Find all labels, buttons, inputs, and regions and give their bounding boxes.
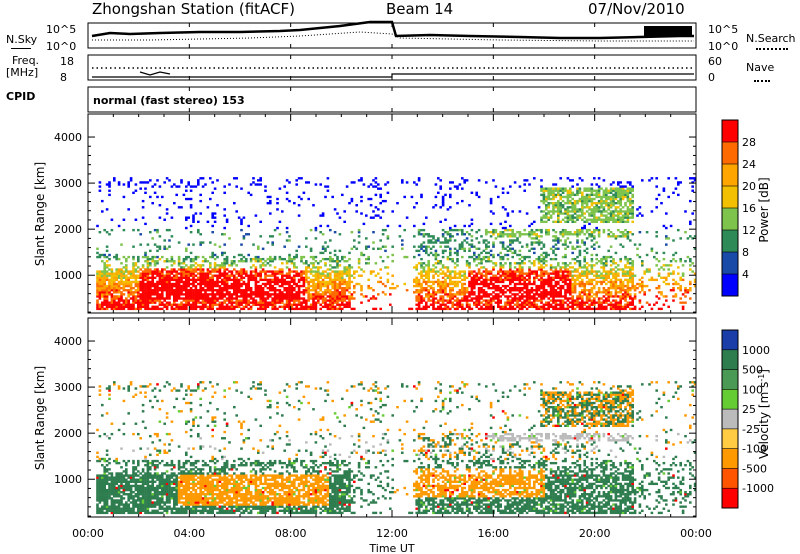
colorbar-tick-label: 100 [742,383,763,396]
y-tick-label: 1000 [54,269,82,282]
nsky-tick-top: 10^5 [46,23,77,36]
y-tick-label: 4000 [54,335,82,348]
cpid-value: normal (fast stereo) 153 [93,94,245,107]
colorbar-segment [722,164,738,187]
freq-tick-top: 18 [60,55,74,68]
nsearch-tick-bottom: 10^0 [708,40,739,53]
colorbar-tick-label: 4 [742,268,749,281]
colorbar-tick-label: -1000 [742,482,774,495]
colorbar-segment [722,389,738,410]
x-tick-label: 16:00 [477,527,509,540]
freq-tick-bottom: 8 [60,71,67,84]
colorbar-segment [722,186,738,209]
colorbar-segment [722,369,738,390]
beam-title: Beam 14 [386,0,454,18]
colorbar-segment [722,274,738,297]
y-tick-label: 3000 [54,177,82,190]
freq-unit-label: [MHz] [6,66,39,79]
colorbar-tick-label: 20 [742,180,756,193]
colorbar-segment [722,448,738,469]
nave-legend-line [754,80,770,82]
nsearch-trace [92,31,694,42]
colorbar-tick-label: 500 [742,364,763,377]
colorbar-tick-label: 25 [742,403,756,416]
colorbar-segment [722,330,738,351]
nsky-label: N.Sky [6,33,38,46]
colorbar-segment [722,208,738,231]
y-tick-label: 3000 [54,381,82,394]
colorbar-tick-label: 12 [742,224,756,237]
colorbar-segment [722,468,738,489]
colorbar-segment [722,120,738,143]
cpid-label: CPID [6,90,36,103]
freq-trace [92,73,694,78]
x-tick-label: 00:00 [680,527,712,540]
velocity-ylabel: Slant Range [km] [33,366,47,470]
power-ylabel: Slant Range [km] [33,162,47,266]
nsearch-legend-line [756,48,788,50]
colorbar-tick-label: 24 [742,158,756,171]
nsky-legend-line [11,48,31,49]
time-axis-label: Time UT [368,542,414,554]
colorbar-segment [722,409,738,430]
colorbar-segment [722,252,738,275]
velocity-heatmap-panel [87,317,697,518]
x-tick-label: 20:00 [579,527,611,540]
colorbar-segment [722,142,738,165]
colorbar-tick-label: 1000 [742,344,770,357]
y-tick-label: 1000 [54,473,82,486]
nsky-tick-bottom: 10^0 [46,40,77,53]
colorbar-tick-label: 8 [742,246,749,259]
colorbar-tick-label: 16 [742,202,756,215]
nsearch-tick-top: 10^5 [708,23,739,36]
colorbar-tick-label: -100 [742,443,767,456]
nave-tick-top: 60 [708,55,722,68]
nave-tick-bottom: 0 [708,71,715,84]
date-title: 07/Nov/2010 [588,0,685,18]
nsearch-label: N.Search [746,32,796,45]
x-tick-label: 00:00 [72,527,104,540]
velocity-colorbar: 1000 500 100 25 -25 -100 -500 -1000 [721,329,774,509]
colorbar-segment [722,488,738,509]
colorbar-tick-label: -25 [742,423,760,436]
y-tick-label: 2000 [54,223,82,236]
x-tick-label: 08:00 [275,527,307,540]
x-tick-label: 12:00 [376,527,408,540]
colorbar-segment [722,230,738,253]
colorbar-tick-label: -500 [742,462,767,475]
y-tick-label: 4000 [54,131,82,144]
power-colorbar: 28 24 20 16 12 8 4 [721,119,756,297]
nave-label: Nave [746,61,775,74]
freq-label: Freq. [12,54,40,67]
colorbar-segment [722,349,738,371]
station-title: Zhongshan Station (fitACF) [92,0,296,18]
nsky-trace [91,20,694,40]
x-tick-label: 04:00 [173,527,205,540]
velocity-colorbar-label: Velocity [m s-1] [757,369,771,459]
y-tick-label: 2000 [54,427,82,440]
colorbar-tick-label: 28 [742,136,756,149]
power-heatmap-panel [87,113,697,314]
colorbar-segment [722,428,738,450]
power-colorbar-label: Power [dB] [757,177,771,242]
